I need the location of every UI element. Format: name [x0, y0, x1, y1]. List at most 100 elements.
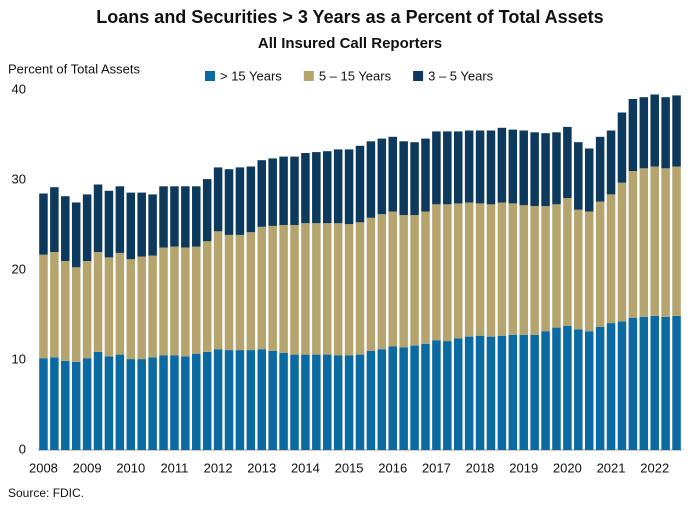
bar-segment	[377, 138, 387, 215]
bar-segment	[50, 357, 59, 450]
bar-segment	[519, 334, 528, 450]
bar-segment	[421, 138, 430, 212]
bar-segment	[574, 329, 583, 450]
bar-segment	[181, 186, 190, 248]
bar-segment	[115, 252, 125, 355]
bar-segment	[213, 167, 223, 232]
bar-segment	[115, 354, 125, 450]
bar-segment	[410, 142, 419, 216]
bar-segment	[279, 156, 288, 225]
x-tick-label: 2021	[597, 460, 626, 475]
bar-segment	[617, 321, 627, 450]
bar-segment	[650, 166, 659, 316]
bar-segment	[497, 202, 507, 336]
source-note: Source: FDIC.	[8, 486, 84, 500]
bar-segment	[71, 202, 81, 268]
bar-segment	[497, 127, 507, 203]
bar-segment	[126, 359, 136, 450]
bar-segment	[650, 94, 659, 167]
bar-segment	[202, 179, 212, 242]
bar-segment	[399, 347, 408, 450]
bar-segment	[104, 257, 114, 357]
bar-segment	[530, 334, 539, 450]
bar-segment	[508, 129, 518, 204]
bar-segment	[159, 355, 168, 450]
bar-segment	[388, 136, 398, 212]
bar-segment	[563, 126, 572, 198]
bar-segment	[443, 131, 452, 205]
bar-segment	[257, 349, 267, 450]
bar-segment	[268, 225, 277, 351]
bar-segment	[61, 360, 70, 450]
bar-segment	[93, 351, 103, 450]
x-tick-label: 2008	[29, 460, 58, 475]
bar-segment	[552, 204, 561, 328]
bar-segment	[181, 247, 190, 357]
legend-label: 3 – 5 Years	[428, 68, 494, 83]
bar-segment	[377, 214, 387, 350]
bar-segment	[312, 354, 321, 450]
bar-segment	[453, 203, 463, 339]
bar-segment	[268, 158, 277, 226]
x-tick-label: 2018	[466, 460, 495, 475]
bar-segment	[661, 316, 670, 450]
x-tick-label: 2019	[509, 460, 538, 475]
chart-title: Loans and Securities > 3 Years as a Perc…	[96, 7, 603, 27]
x-tick-label: 2010	[116, 460, 145, 475]
bar-segment	[530, 132, 539, 207]
y-axis-label: Percent of Total Assets	[8, 61, 140, 76]
bar-segment	[421, 343, 430, 450]
bar-segment	[104, 356, 114, 450]
y-tick-label: 10	[12, 351, 26, 366]
bar-segment	[344, 149, 354, 225]
bar-segment	[279, 225, 288, 353]
bar-segment	[475, 203, 485, 336]
x-tick-label: 2022	[640, 460, 669, 475]
bar-segment	[595, 136, 605, 202]
bar-segment	[508, 334, 518, 450]
bar-segment	[606, 194, 616, 324]
bar-segment	[50, 252, 59, 358]
bar-segment	[563, 198, 572, 326]
bar-segment	[279, 352, 288, 450]
bar-segment	[584, 331, 594, 450]
bar-segment	[617, 112, 627, 183]
bar-segment	[432, 204, 441, 341]
x-tick-label: 2012	[204, 460, 233, 475]
bar-segment	[595, 201, 605, 327]
bar-segment	[344, 355, 354, 450]
bar-segment	[202, 241, 212, 352]
bar-segment	[224, 350, 234, 450]
bar-segment	[322, 223, 332, 355]
bar-segment	[475, 335, 485, 450]
bar-segment	[355, 145, 365, 223]
bar-segment	[301, 223, 310, 355]
legend-swatch	[205, 71, 215, 81]
bar-segment	[552, 327, 561, 450]
x-tick-label: 2009	[73, 460, 102, 475]
bar-segment	[312, 152, 321, 224]
bar-segment	[563, 325, 572, 450]
bar-segment	[61, 196, 70, 261]
x-tick-label: 2015	[335, 460, 364, 475]
bar-segment	[355, 222, 365, 355]
bar-segment	[541, 133, 550, 207]
bar-segment	[519, 205, 528, 335]
bar-segment	[39, 358, 48, 450]
bar-segment	[574, 142, 583, 210]
bar-segment	[508, 203, 518, 335]
bar-segment	[541, 206, 550, 332]
bar-segment	[301, 354, 310, 450]
bar-segment	[126, 259, 136, 360]
legend-label: > 15 Years	[220, 68, 282, 83]
bar-segment	[486, 336, 496, 450]
bar-segment	[628, 99, 638, 171]
bar-segment	[606, 323, 616, 450]
bar-segment	[519, 130, 528, 206]
bar-segment	[661, 97, 670, 169]
bar-segment	[606, 130, 616, 195]
bar-segment	[464, 336, 474, 450]
x-tick-label: 2020	[553, 460, 582, 475]
y-tick-label: 0	[19, 441, 26, 456]
